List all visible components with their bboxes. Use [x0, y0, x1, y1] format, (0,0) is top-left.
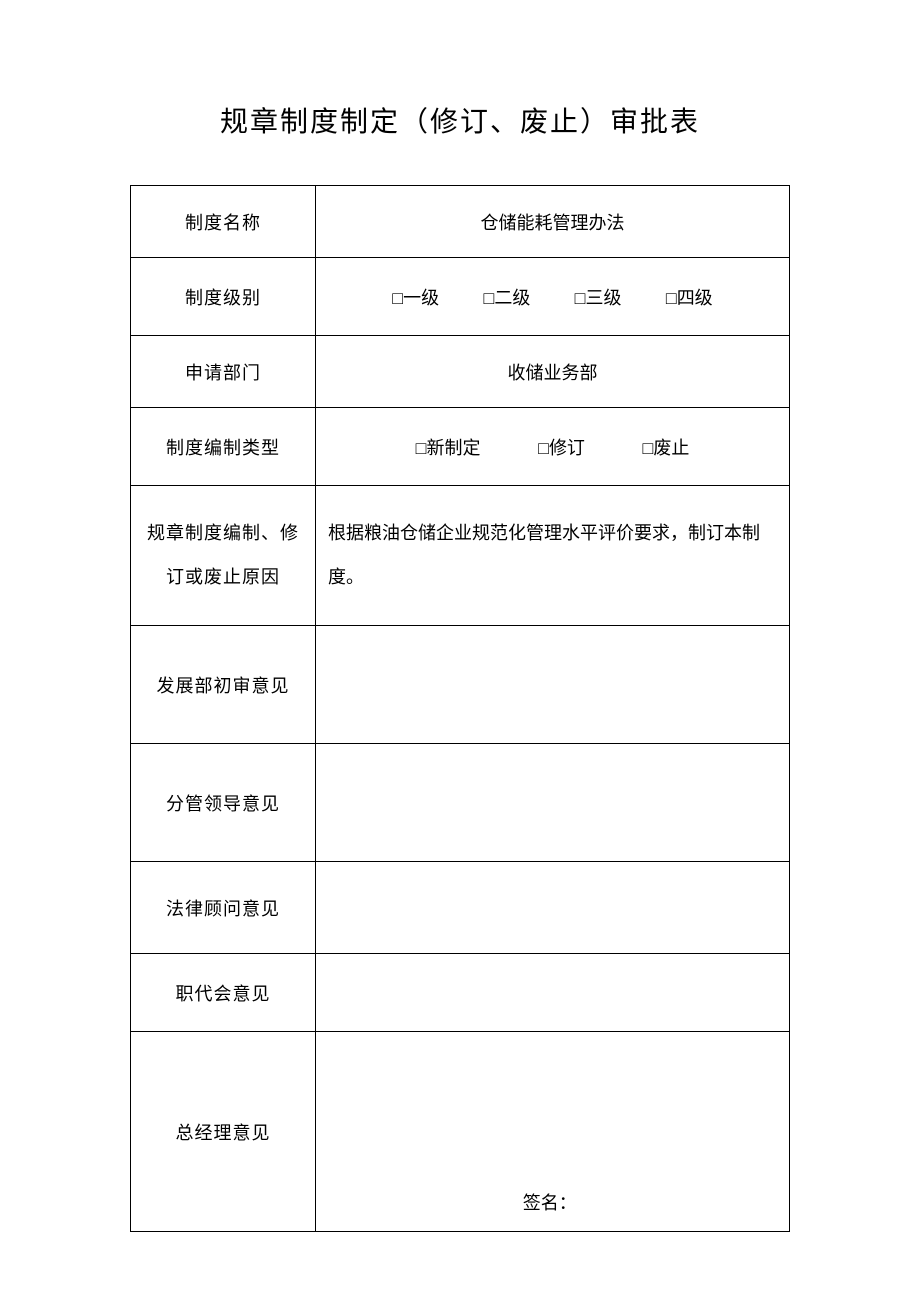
approval-form-table: 制度名称 仓储能耗管理办法 制度级别 □一级 □二级 □三级 □四级 申请部门 …: [130, 185, 790, 1232]
value-reason: 根据粮油仓储企业规范化管理水平评价要求，制订本制度。: [316, 486, 790, 626]
checkbox-type-abolish[interactable]: □废止: [643, 434, 690, 460]
label-department: 申请部门: [131, 336, 316, 408]
value-system-level: □一级 □二级 □三级 □四级: [316, 258, 790, 336]
label-system-level: 制度级别: [131, 258, 316, 336]
signature-label: 签名：: [523, 1189, 577, 1215]
checkbox-level-1[interactable]: □一级: [392, 284, 439, 310]
checkbox-type-revise[interactable]: □修订: [538, 434, 585, 460]
label-compile-type: 制度编制类型: [131, 408, 316, 486]
value-congress-review[interactable]: [316, 954, 790, 1032]
label-dev-review: 发展部初审意见: [131, 626, 316, 744]
value-department: 收储业务部: [316, 336, 790, 408]
value-dev-review[interactable]: [316, 626, 790, 744]
page-title: 规章制度制定（修订、废止）审批表: [0, 100, 920, 140]
checkbox-level-3[interactable]: □三级: [575, 284, 622, 310]
checkbox-level-2[interactable]: □二级: [483, 284, 530, 310]
checkbox-level-4[interactable]: □四级: [666, 284, 713, 310]
label-system-name: 制度名称: [131, 186, 316, 258]
label-reason: 规章制度编制、修订或废止原因: [131, 486, 316, 626]
value-compile-type: □新制定 □修订 □废止: [316, 408, 790, 486]
value-system-name: 仓储能耗管理办法: [316, 186, 790, 258]
label-legal-review: 法律顾问意见: [131, 862, 316, 954]
value-legal-review[interactable]: [316, 862, 790, 954]
label-gm-review: 总经理意见: [131, 1032, 316, 1232]
label-leader-review: 分管领导意见: [131, 744, 316, 862]
value-leader-review[interactable]: [316, 744, 790, 862]
value-gm-review[interactable]: 签名：: [316, 1032, 790, 1232]
label-congress-review: 职代会意见: [131, 954, 316, 1032]
checkbox-type-new[interactable]: □新制定: [416, 434, 481, 460]
